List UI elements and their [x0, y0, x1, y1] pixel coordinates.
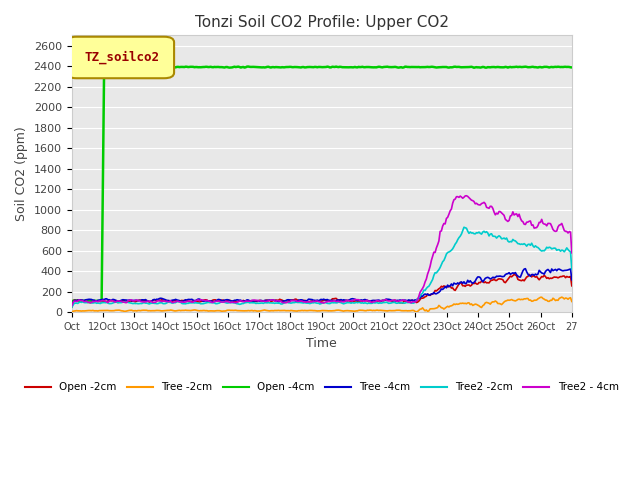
- FancyBboxPatch shape: [67, 36, 174, 78]
- X-axis label: Time: Time: [307, 337, 337, 350]
- Title: Tonzi Soil CO2 Profile: Upper CO2: Tonzi Soil CO2 Profile: Upper CO2: [195, 15, 449, 30]
- Legend: Open -2cm, Tree -2cm, Open -4cm, Tree -4cm, Tree2 -2cm, Tree2 - 4cm: Open -2cm, Tree -2cm, Open -4cm, Tree -4…: [20, 378, 623, 396]
- Y-axis label: Soil CO2 (ppm): Soil CO2 (ppm): [15, 126, 28, 221]
- Text: TZ_soilco2: TZ_soilco2: [84, 50, 159, 64]
